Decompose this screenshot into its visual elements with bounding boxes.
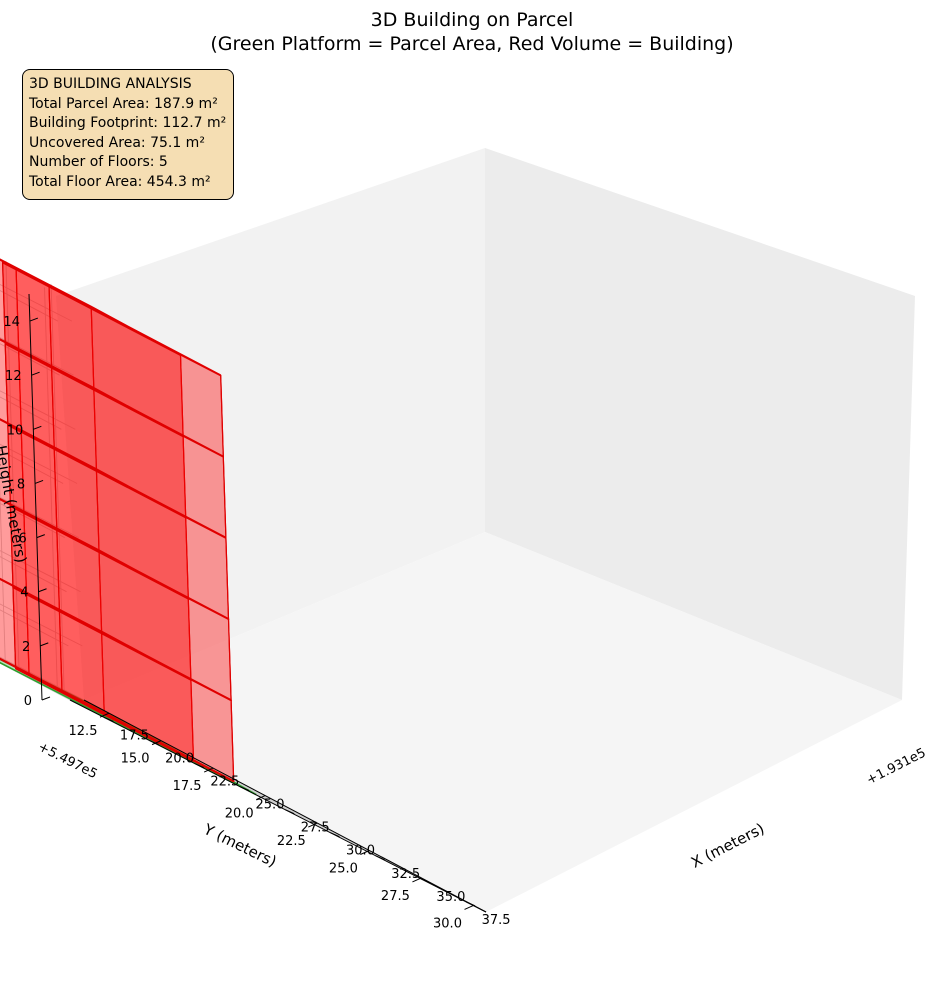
- y-tick-label: 17.5: [173, 779, 202, 794]
- z-tick-label: 0: [24, 694, 32, 709]
- z-tick-mark: [38, 588, 47, 593]
- building-floor-slab: [0, 497, 229, 620]
- y-tick-mark: [464, 904, 474, 910]
- building-wall-face: [0, 338, 98, 471]
- x-tick-mark: [375, 855, 385, 861]
- z-tick-mark: [33, 425, 42, 430]
- y-tick-mark: [412, 877, 422, 883]
- floor-pane: [84, 532, 902, 912]
- building-analysis-box: 3D BUILDING ANALYSIS Total Parcel Area: …: [22, 69, 235, 200]
- y-offset-label: +5.497e5: [35, 740, 99, 783]
- x-tick-mark: [239, 786, 250, 792]
- z-tick-mark: [40, 642, 49, 647]
- z-tick-label: 6: [19, 532, 27, 547]
- back-right-pane: [485, 148, 915, 700]
- y-tick-mark: [360, 850, 370, 855]
- chart-title: 3D Building on Parcel: [371, 9, 574, 31]
- y-tick-mark: [99, 712, 110, 718]
- x-tick-label: 27.5: [301, 821, 330, 836]
- z-tick-mark: [41, 696, 51, 701]
- z-axis-line: [28, 293, 43, 701]
- x-tick-label: 20.0: [165, 752, 194, 767]
- x-tick-mark: [420, 878, 431, 884]
- z-tick-mark: [36, 534, 45, 539]
- z-tick-mark: [29, 317, 39, 322]
- y-axis-label: Y (meters): [200, 820, 279, 871]
- x-tick-mark: [330, 832, 340, 838]
- x-tick-mark: [465, 901, 476, 907]
- y-tick-label: 15.0: [121, 752, 150, 767]
- x-tick-mark: [194, 763, 205, 769]
- building-floor-slab: [0, 338, 224, 458]
- building-wall-face: [0, 578, 105, 714]
- z-tick-label: 4: [20, 586, 28, 601]
- z-tick-label: 14: [3, 315, 20, 330]
- y-tick-mark: [203, 767, 214, 773]
- y-tick-mark: [308, 822, 318, 828]
- x-tick-mark: [149, 740, 159, 746]
- x-tick-label: 35.0: [436, 890, 465, 905]
- x-axis-line: [83, 699, 487, 913]
- info-number-of-floors: Number of Floors: 5: [29, 154, 168, 171]
- z-tick-label: 2: [22, 640, 30, 655]
- building-volume: [0, 258, 235, 783]
- x-tick-label: 30.0: [346, 844, 375, 859]
- z-tick-label: 8: [17, 478, 25, 493]
- z-tick-label: 10: [7, 423, 24, 438]
- y-tick-label: 27.5: [381, 889, 410, 904]
- building-wall-face: [0, 418, 100, 552]
- x-tick-mark: [285, 809, 295, 815]
- building-floor-slab: [0, 577, 232, 702]
- y-tick-mark: [256, 795, 266, 801]
- x-tick-label: 22.5: [210, 775, 239, 790]
- x-offset-label: +1.931e5: [864, 746, 928, 789]
- x-tick-label: 17.5: [120, 729, 149, 744]
- x-axis-label: X (meters): [688, 819, 767, 871]
- x-tick-label: 25.0: [256, 798, 285, 813]
- x-tick-mark: [104, 717, 114, 722]
- y-tick-label: 30.0: [433, 916, 462, 931]
- info-total-parcel-area: Total Parcel Area: 187.9 m²: [29, 95, 218, 112]
- z-tick-mark: [31, 371, 40, 376]
- tick-labels: 17.5 20.0 22.5 25.0 27.5 30.0 32.5 35.0 37.5 12.5…: [3, 315, 510, 931]
- info-uncovered-area: Uncovered Area: 75.1 m²: [29, 134, 205, 151]
- info-building-footprint: Building Footprint: 112.7 m²: [29, 115, 227, 132]
- building-floor-slab: [0, 657, 235, 783]
- z-tick-mark: [34, 479, 44, 484]
- z-tick-label: 12: [5, 369, 22, 384]
- info-heading: 3D BUILDING ANALYSIS: [29, 76, 192, 92]
- y-axis-line: [69, 699, 487, 913]
- axis-lines: [28, 293, 487, 913]
- x-tick-label: 32.5: [391, 867, 420, 882]
- building-floor-slab: [0, 258, 222, 377]
- y-tick-label: 25.0: [329, 862, 358, 877]
- building-floor-slab: [0, 418, 227, 539]
- y-tick-label: 20.0: [225, 807, 254, 822]
- building-wall-face: [0, 498, 103, 633]
- y-tick-label: 22.5: [277, 834, 306, 849]
- axis-panes: [56, 148, 915, 912]
- y-tick-mark: [151, 740, 162, 746]
- x-tick-label: 37.5: [482, 913, 511, 928]
- info-total-floor-area: Total Floor Area: 454.3 m²: [29, 173, 211, 190]
- chart-subtitle: (Green Platform = Parcel Area, Red Volum…: [210, 33, 733, 55]
- y-tick-label: 12.5: [69, 724, 98, 739]
- back-left-pane: [56, 148, 485, 700]
- building-wall-face: [0, 258, 95, 390]
